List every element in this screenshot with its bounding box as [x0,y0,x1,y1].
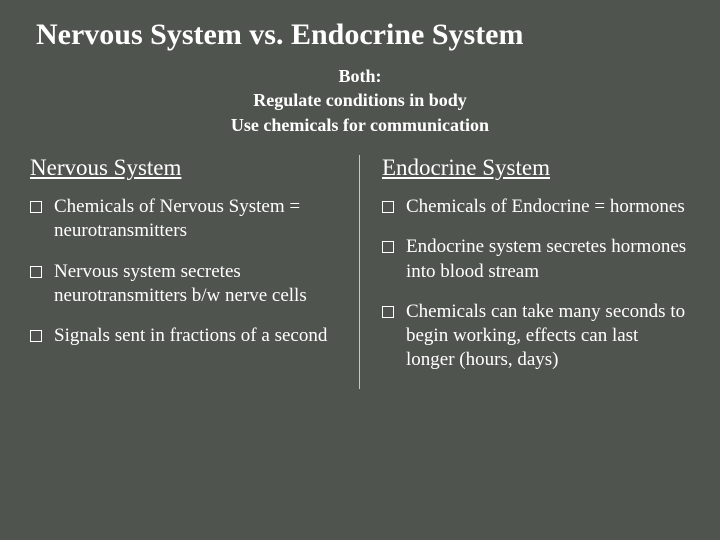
checkbox-icon [382,201,394,213]
left-column-heading: Nervous System [30,155,343,181]
subtitle-line: Use chemicals for communication [30,113,690,137]
list-item: Signals sent in fractions of a second [30,324,343,348]
slide-title: Nervous System vs. Endocrine System [36,18,690,52]
checkbox-icon [382,241,394,253]
checkbox-icon [382,306,394,318]
subtitle-line: Both: [30,64,690,88]
right-column-heading: Endocrine System [382,155,690,181]
list-item-text: Chemicals of Nervous System = neurotrans… [54,195,343,244]
left-column: Nervous System Chemicals of Nervous Syst… [30,155,360,389]
slide-subtitle: Both: Regulate conditions in body Use ch… [30,64,690,137]
list-item-text: Chemicals can take many seconds to begin… [406,300,690,373]
checkbox-icon [30,201,42,213]
list-item-text: Nervous system secretes neurotransmitter… [54,260,343,309]
two-column-layout: Nervous System Chemicals of Nervous Syst… [30,155,690,389]
subtitle-line: Regulate conditions in body [30,88,690,112]
checkbox-icon [30,266,42,278]
list-item: Chemicals of Endocrine = hormones [382,195,690,219]
list-item: Chemicals can take many seconds to begin… [382,300,690,373]
right-column: Endocrine System Chemicals of Endocrine … [360,155,690,389]
list-item-text: Signals sent in fractions of a second [54,324,327,348]
list-item-text: Chemicals of Endocrine = hormones [406,195,685,219]
slide: Nervous System vs. Endocrine System Both… [0,0,720,540]
list-item: Endocrine system secretes hormones into … [382,235,690,284]
list-item: Chemicals of Nervous System = neurotrans… [30,195,343,244]
list-item: Nervous system secretes neurotransmitter… [30,260,343,309]
list-item-text: Endocrine system secretes hormones into … [406,235,690,284]
checkbox-icon [30,330,42,342]
